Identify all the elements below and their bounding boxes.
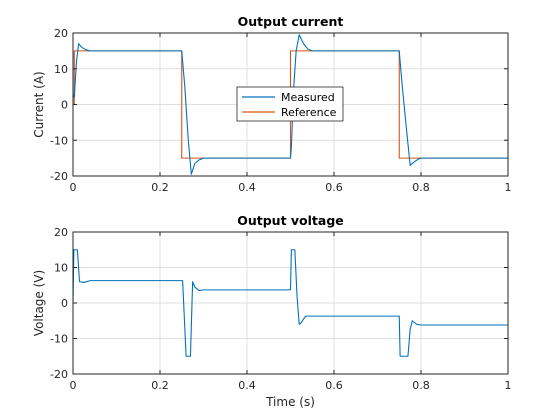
- legend-label: Reference: [281, 106, 337, 119]
- y-tick-label: -20: [50, 368, 68, 381]
- chart-title: Output current: [238, 14, 344, 29]
- series-line-voltage: [73, 249, 508, 357]
- x-tick-label: 0.6: [325, 379, 343, 392]
- y-tick-label: -20: [50, 170, 68, 183]
- y-axis-label: Current (A): [32, 71, 46, 137]
- x-tick-label: 1: [505, 181, 512, 194]
- x-tick-label: 0.4: [238, 379, 256, 392]
- legend: Measured Reference: [236, 86, 344, 122]
- y-tick-label: 20: [54, 226, 68, 239]
- x-axis-label: Time (s): [265, 395, 315, 409]
- y-tick-label: 20: [54, 27, 68, 40]
- x-tick-label: 1: [505, 379, 512, 392]
- x-tick-label: 0.4: [238, 181, 256, 194]
- x-tick-label: 0.6: [325, 181, 343, 194]
- legend-label: Measured: [281, 91, 335, 104]
- x-tick-label: 0.8: [412, 379, 430, 392]
- x-tick-label: 0.2: [151, 181, 169, 194]
- y-tick-label: 10: [54, 63, 68, 76]
- x-tick-label: 0.2: [151, 379, 169, 392]
- y-tick-label: 10: [54, 262, 68, 275]
- y-tick-label: 0: [61, 297, 68, 310]
- y-tick-label: -10: [50, 134, 68, 147]
- x-tick-label: 0: [70, 181, 77, 194]
- legend-box: [236, 86, 344, 122]
- y-tick-label: -10: [50, 333, 68, 346]
- x-tick-label: 0.8: [412, 181, 430, 194]
- x-tick-label: 0: [70, 379, 77, 392]
- series-line-measured: [73, 34, 508, 175]
- chart-title: Output voltage: [237, 213, 344, 228]
- chart-1: 0 0.2 0.4 0.6 0.8 1 -20 -10 0 10 20 Output current C…: [32, 14, 512, 194]
- y-axis-label: Voltage (V): [32, 270, 46, 336]
- y-tick-label: 0: [61, 99, 68, 112]
- chart-2: 0 0.2 0.4 0.6 0.8 1 -20 -10 0 10 20 Output voltage V…: [32, 213, 512, 409]
